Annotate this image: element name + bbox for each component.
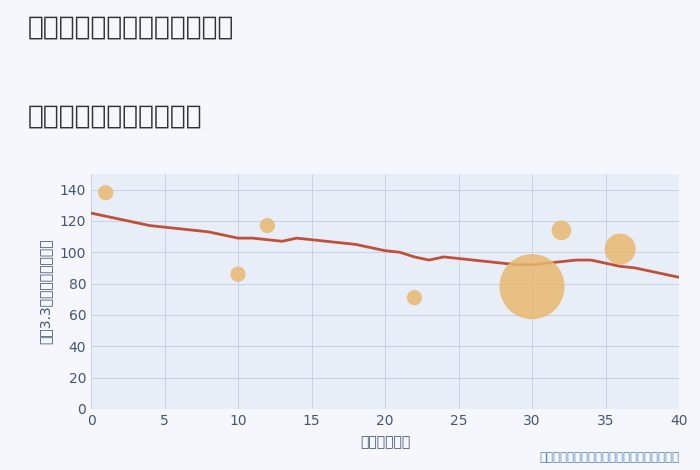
- Text: 円の大きさは、取引のあった物件面積を示す: 円の大きさは、取引のあった物件面積を示す: [539, 451, 679, 464]
- X-axis label: 築年数（年）: 築年数（年）: [360, 435, 410, 449]
- Text: 築年数別中古戸建て価格: 築年数別中古戸建て価格: [28, 103, 202, 129]
- Point: [100, 189, 111, 196]
- Point: [556, 227, 567, 234]
- Point: [615, 245, 626, 253]
- Point: [409, 294, 420, 301]
- Y-axis label: 坪（3.3㎡）単価（万円）: 坪（3.3㎡）単価（万円）: [38, 239, 52, 344]
- Point: [526, 283, 538, 290]
- Text: 兵庫県西宮市上ヶ原三番町の: 兵庫県西宮市上ヶ原三番町の: [28, 14, 235, 40]
- Point: [262, 222, 273, 229]
- Point: [232, 270, 244, 278]
